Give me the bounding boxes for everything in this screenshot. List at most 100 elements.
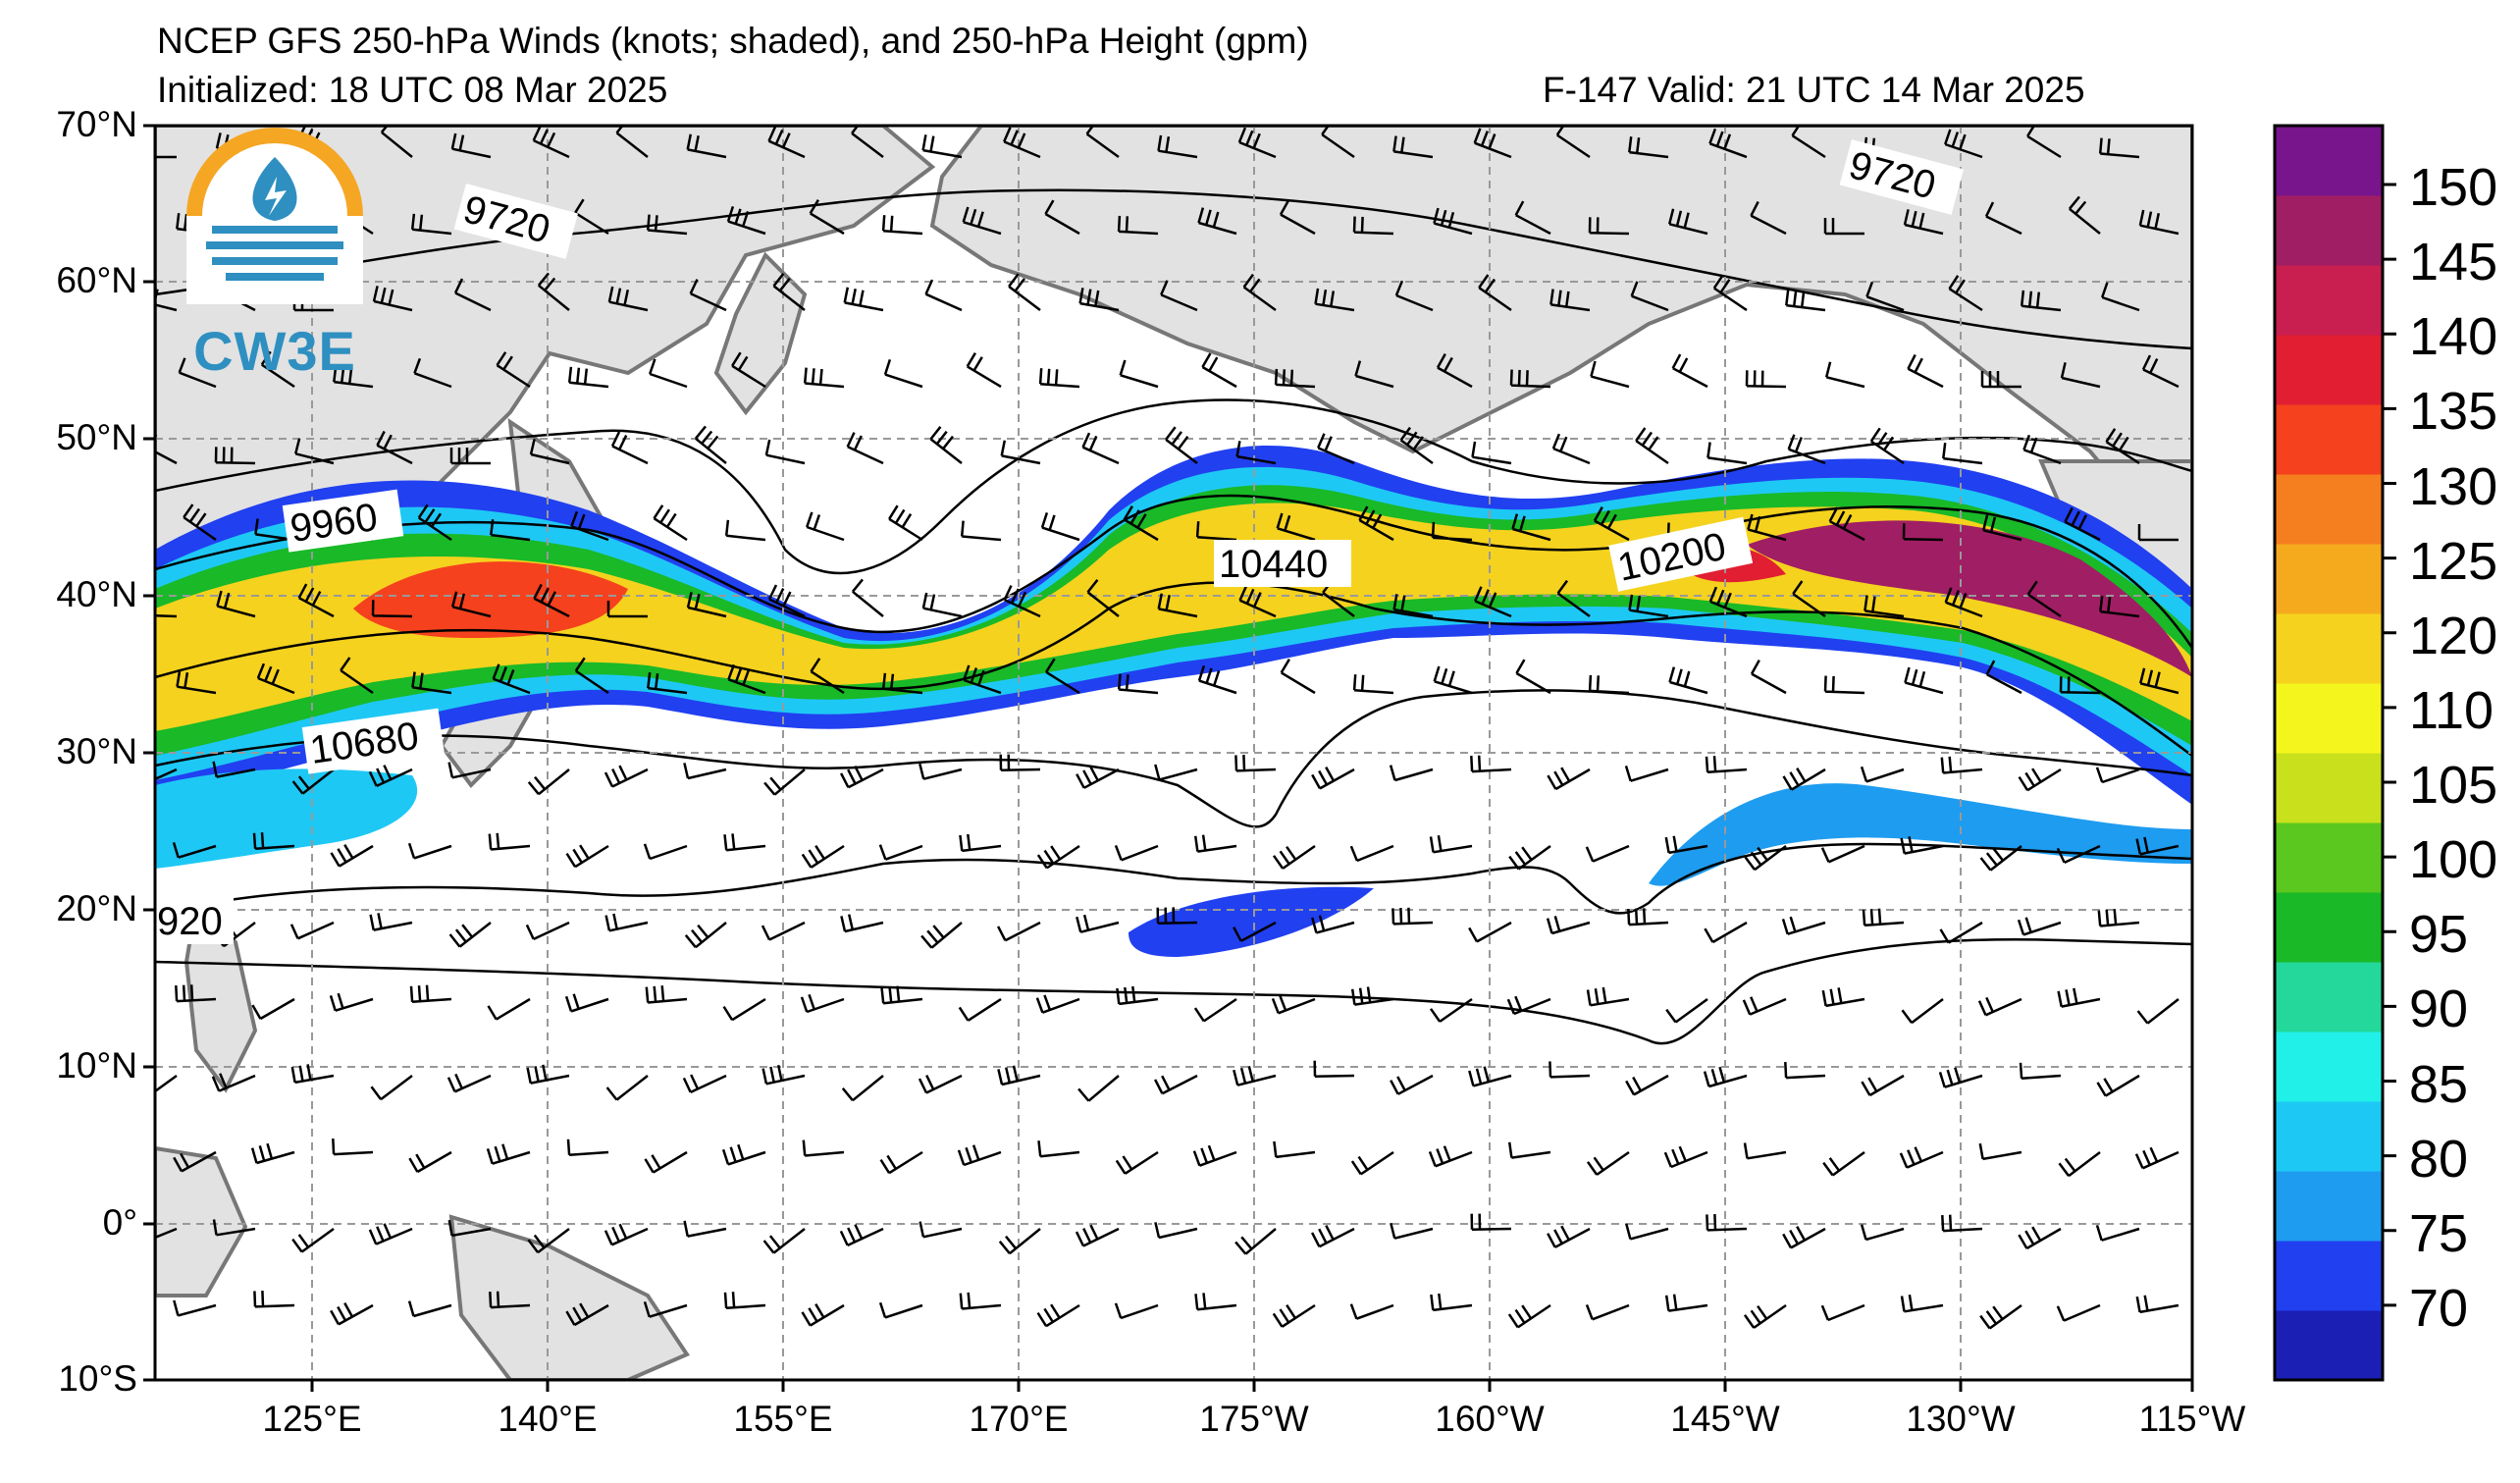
wind-barb [1273,1140,1316,1159]
wind-barb [1279,199,1316,236]
wind-barb [1272,844,1316,870]
wind-barb [1116,985,1159,1006]
logo-text: CW3E [193,320,356,382]
lon-label-175w: 175°W [1199,1399,1309,1439]
wind-barb [1703,1066,1748,1088]
wind-barb [1821,987,1865,1008]
wind-barb [2020,290,2062,312]
wind-barb [1938,1067,1983,1088]
wind-barb [1389,765,1434,782]
wind-barb [1742,996,1787,1016]
wind-barb [1907,353,1944,389]
wind-barb [686,133,727,159]
wind-barb [1939,921,1983,944]
wind-barb [1948,275,1983,312]
wind-barb [492,663,531,695]
colorbar-swatch [2275,126,2383,196]
wind-barb [1547,1225,1591,1248]
wind-barb [1625,1223,1669,1241]
colorbar-tick-label: 70 [2409,1278,2469,1338]
wind-barb [1119,359,1159,389]
wind-barb [1625,1074,1669,1096]
wind-barb [1507,1141,1551,1159]
wind-barb [1390,1222,1434,1240]
wind-barb [2059,676,2101,695]
wind-barb [1274,368,1316,389]
wind-barb [212,1219,256,1237]
wind-barb [1586,986,1630,1007]
wind-barb [256,662,295,695]
wind-barb [1664,1294,1708,1312]
wind-barb [410,213,452,236]
colorbar-tick-label: 85 [2409,1054,2469,1114]
wind-barb [216,590,256,618]
wind-barb [2068,195,2101,235]
wind-barb [1123,505,1159,542]
colorbar-swatch [2275,1171,2383,1242]
wind-barb [841,1075,884,1102]
wind-barb [2058,1151,2101,1178]
wind-barb [2134,1146,2179,1170]
wind-barb [881,215,923,236]
wind-barb [489,1291,531,1309]
subtropical-jet [1649,783,2192,886]
wind-barb [1392,135,1434,159]
wind-barb [1436,352,1473,389]
wind-barb [214,447,256,465]
wind-barb [1784,1062,1826,1080]
wind-barb [446,1073,492,1093]
wind-barb [645,985,688,1004]
wind-barb [1506,995,1551,1016]
wind-barb [2060,362,2101,389]
wind-barb [1864,595,1905,618]
colorbar-tick-label: 120 [2409,606,2498,665]
wind-barb [801,844,845,869]
wind-barb [1900,836,1944,855]
wind-barb [1901,998,1944,1025]
wind-barb [727,663,766,695]
wind-barb [453,278,492,312]
wind-barb [1585,844,1630,863]
colorbar-tick-label: 135 [2409,382,2498,442]
wind-barb [1903,209,1944,236]
lon-label-160w: 160°W [1435,1399,1545,1439]
wind-barb [1979,1303,2022,1330]
wind-barb [565,844,609,869]
lat-label-40n: 40°N [56,574,137,614]
wind-barb [291,1227,335,1253]
wind-barb [643,843,688,861]
wind-barb [172,842,217,859]
wind-barb [527,1228,570,1254]
wind-barb [1314,288,1355,312]
wind-barb [413,357,452,389]
lon-label-130w: 130°W [1906,1399,2016,1439]
wind-barb [2138,667,2179,695]
contour-10440 [155,581,2192,758]
wind-barb [1941,1214,1983,1233]
wind-barb [1081,432,1120,465]
wind-barb [487,997,531,1021]
wind-barb [1940,756,1983,774]
colorbar-tick-label: 105 [2409,756,2498,815]
contour-labels: 9720 9960 10440 10200 10680 9720 [155,139,1964,944]
wind-barb [726,206,766,236]
wind-barb [1036,844,1080,870]
wind-barb [574,657,609,695]
wind-barb [1706,1214,1748,1232]
wind-barb [767,584,806,618]
wind-barb [490,519,531,542]
wind-barb [1705,756,1748,774]
wind-barb [407,842,452,860]
wind-barb [960,520,1002,542]
wind-barb [1473,128,1512,159]
wind-barb [1038,368,1080,389]
wind-barb [1036,1303,1080,1328]
wind-barb [1391,907,1434,926]
wind-barb [723,833,766,852]
wind-barb [1942,443,1983,465]
wind-barb [966,352,1002,389]
wind-barb [2026,126,2062,159]
wind-barb [2136,998,2179,1025]
wind-barb [1977,996,2022,1017]
wind-barb [447,762,492,779]
